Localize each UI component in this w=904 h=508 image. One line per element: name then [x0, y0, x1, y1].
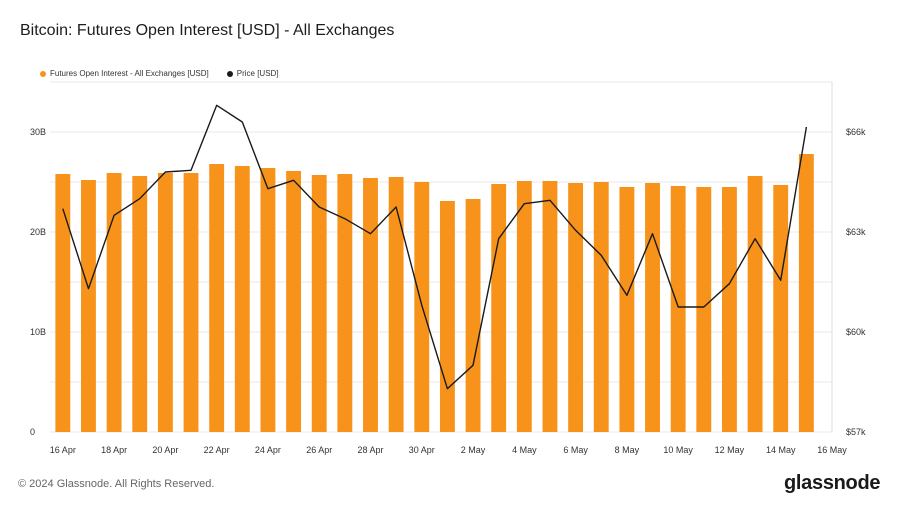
right-tick-label: $66k — [846, 127, 866, 137]
oi-bar[interactable] — [157, 173, 173, 432]
oi-bar[interactable] — [337, 174, 353, 432]
right-tick-label: $60k — [846, 327, 866, 337]
oi-bar[interactable] — [491, 184, 507, 432]
left-tick-label: 30B — [30, 127, 46, 137]
oi-bar[interactable] — [670, 186, 686, 432]
x-tick-label: 24 Apr — [255, 445, 281, 455]
legend-price-marker — [226, 70, 233, 77]
oi-bar[interactable] — [465, 199, 481, 432]
x-tick-label: 26 Apr — [306, 445, 332, 455]
oi-bar[interactable] — [645, 183, 660, 432]
oi-bar[interactable] — [773, 185, 789, 432]
copyright-text: © 2024 Glassnode. All Rights Reserved. — [18, 478, 215, 490]
oi-bar[interactable] — [132, 176, 148, 432]
x-tick-label: 12 May — [715, 445, 745, 455]
x-tick-label: 28 Apr — [357, 445, 383, 455]
glassnode-logo: glassnode — [784, 472, 881, 494]
chart-plot: 0 10B 20B 30B $57k $60k $63k $66k 16 Apr 18 Apr 20… — [30, 81, 866, 455]
right-tick-label: $57k — [846, 427, 866, 437]
chart-legend: Futures Open Interest - All Exchanges [U… — [40, 69, 279, 78]
x-tick-label: 30 Apr — [409, 445, 435, 455]
x-tick-label: 14 May — [766, 445, 796, 455]
left-tick-label: 10B — [30, 327, 46, 337]
legend-item-oi[interactable]: Futures Open Interest - All Exchanges [U… — [40, 69, 209, 78]
left-tick-label: 20B — [30, 227, 46, 237]
oi-bar[interactable] — [209, 164, 225, 432]
oi-bar[interactable] — [542, 181, 558, 432]
x-tick-label: 4 May — [512, 445, 537, 455]
oi-bar[interactable] — [183, 173, 199, 432]
oi-bar[interactable] — [388, 177, 404, 432]
legend-oi-label: Futures Open Interest - All Exchanges [U… — [50, 69, 209, 78]
oi-bar[interactable] — [286, 171, 302, 432]
legend-item-price[interactable]: Price [USD] — [226, 69, 279, 78]
oi-bar[interactable] — [81, 180, 96, 432]
oi-bar[interactable] — [593, 182, 609, 432]
oi-bar[interactable] — [696, 187, 712, 432]
oi-bar[interactable] — [439, 201, 455, 432]
x-tick-label: 16 Apr — [50, 445, 76, 455]
x-tick-label: 2 May — [461, 445, 486, 455]
oi-bar[interactable] — [516, 181, 532, 432]
oi-bar[interactable] — [798, 154, 814, 432]
oi-bar[interactable] — [234, 166, 250, 432]
left-tick-label: 0 — [30, 427, 35, 437]
x-tick-label: 6 May — [563, 445, 588, 455]
oi-bar[interactable] — [619, 187, 635, 432]
oi-bar[interactable] — [568, 183, 584, 432]
oi-bar[interactable] — [311, 175, 327, 432]
legend-oi-marker — [40, 70, 46, 77]
x-tick-label: 22 Apr — [204, 445, 230, 455]
oi-bar[interactable] — [747, 176, 763, 432]
right-tick-label: $63k — [846, 227, 866, 237]
oi-bar[interactable] — [260, 168, 276, 432]
x-tick-label: 8 May — [615, 445, 640, 455]
legend-price-label: Price [USD] — [236, 69, 279, 78]
oi-bar[interactable] — [722, 187, 737, 432]
x-tick-label: 20 Apr — [152, 445, 178, 455]
chart-title: Bitcoin: Futures Open Interest [USD] - A… — [20, 22, 395, 39]
oi-bar[interactable] — [55, 174, 71, 432]
oi-bar[interactable] — [106, 173, 122, 432]
oi-bar[interactable] — [363, 178, 378, 432]
x-tick-label: 16 May — [817, 445, 847, 455]
price-line[interactable] — [62, 104, 808, 390]
x-tick-label: 18 Apr — [101, 445, 127, 455]
x-tick-label: 10 May — [663, 445, 693, 455]
